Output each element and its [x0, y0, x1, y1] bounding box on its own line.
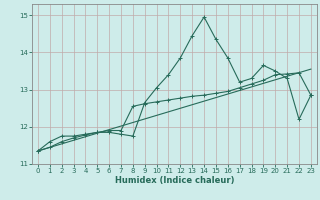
X-axis label: Humidex (Indice chaleur): Humidex (Indice chaleur) [115, 176, 234, 185]
